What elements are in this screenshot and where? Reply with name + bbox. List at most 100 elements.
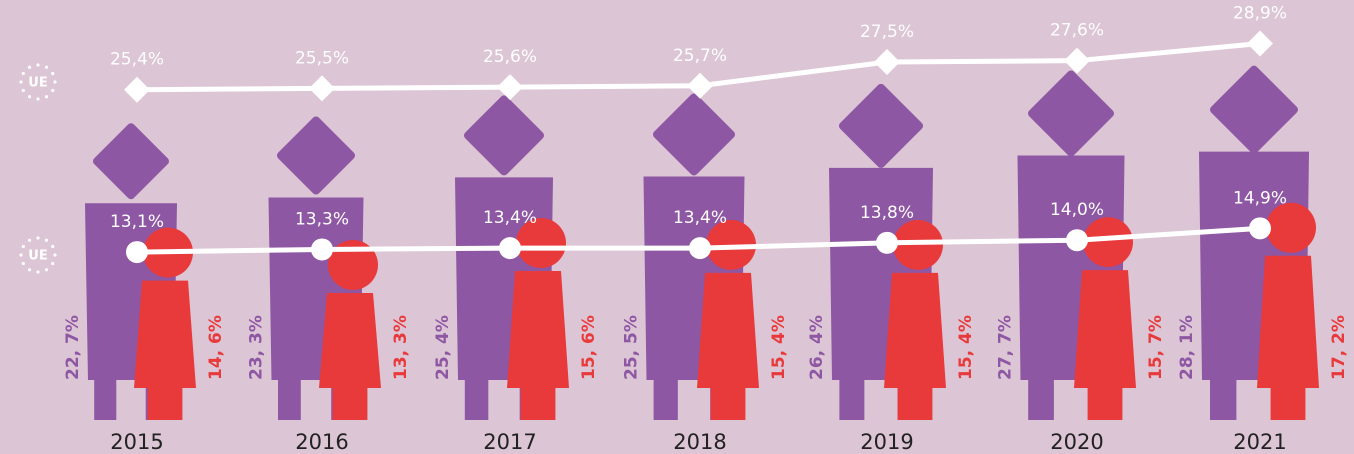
line-value-label: 28,9% xyxy=(1233,4,1287,24)
badge-star xyxy=(51,244,55,249)
figure-head xyxy=(516,218,566,269)
figure-value-label: 14, 6% xyxy=(206,315,226,380)
line-value-label: 27,5% xyxy=(860,22,914,42)
line-value-label: 13,4% xyxy=(673,208,727,228)
line-marker xyxy=(124,76,150,103)
badge-label: UE xyxy=(28,249,47,264)
badge-star xyxy=(19,253,23,257)
figure-value-label: 22, 7% xyxy=(63,315,83,380)
line-marker xyxy=(1064,47,1090,74)
figure-body xyxy=(319,292,381,388)
badge-star xyxy=(21,261,25,266)
badge-star xyxy=(51,261,55,266)
ue-badge: UE xyxy=(19,63,57,101)
line-marker xyxy=(497,74,523,101)
line-value-label: 13,3% xyxy=(295,209,349,229)
figure-red: 15, 7% xyxy=(1074,217,1166,420)
figure-value-label: 23, 3% xyxy=(247,315,267,380)
figure-leg xyxy=(164,380,183,420)
figure-value-label: 28, 1% xyxy=(1177,315,1197,380)
badge-label: UE xyxy=(28,76,47,91)
figure-leg xyxy=(147,380,166,420)
badge-star xyxy=(51,88,55,93)
badge-star xyxy=(44,95,49,99)
badge-star xyxy=(36,236,40,240)
badge-star xyxy=(53,80,57,84)
year-label: 2021 xyxy=(1233,430,1286,454)
figure-leg xyxy=(653,380,678,420)
figure-leg xyxy=(520,380,539,420)
badge-star xyxy=(44,65,49,69)
figure-leg xyxy=(1287,380,1306,420)
figure-head xyxy=(653,93,735,176)
figure-value-label: 26, 4% xyxy=(807,315,827,380)
figure-leg xyxy=(94,380,117,420)
line-marker xyxy=(874,49,900,75)
year-label: 2016 xyxy=(295,430,348,454)
line-value-label: 13,8% xyxy=(860,203,914,223)
figure-red: 15, 6% xyxy=(507,218,599,420)
figure-value-label: 17, 2% xyxy=(1329,315,1349,380)
badge-star xyxy=(27,238,32,242)
figure-leg xyxy=(1104,380,1123,420)
badge-star xyxy=(27,268,32,272)
line-marker xyxy=(499,237,521,260)
badge-star xyxy=(27,95,32,99)
badge-star xyxy=(27,65,32,69)
figure-value-label: 13, 3% xyxy=(391,315,411,380)
figure-head xyxy=(1266,202,1316,253)
badge-star xyxy=(44,268,49,272)
line-marker xyxy=(687,72,713,99)
figure-leg xyxy=(464,380,489,420)
year-label: 2015 xyxy=(110,430,163,454)
figure-red: 13, 3% xyxy=(319,239,411,420)
figure-value-label: 25, 4% xyxy=(433,315,453,380)
figure-body xyxy=(697,272,759,388)
line-marker xyxy=(876,231,898,254)
line-value-label: 25,5% xyxy=(295,48,349,68)
line-marker xyxy=(1249,217,1271,240)
figure-head xyxy=(839,83,923,168)
badge-star xyxy=(21,88,25,93)
line-value-label: 25,7% xyxy=(673,46,727,66)
line-marker xyxy=(309,75,335,102)
figure-head xyxy=(1028,70,1114,157)
figure-leg xyxy=(914,380,933,420)
figure-head xyxy=(277,116,355,195)
figure-red: 15, 4% xyxy=(697,219,789,420)
figure-leg xyxy=(1270,380,1289,420)
figure-leg xyxy=(537,380,556,420)
figure-body xyxy=(134,280,196,388)
figure-value-label: 15, 6% xyxy=(579,315,599,380)
figure-leg xyxy=(1028,380,1054,420)
badge-star xyxy=(21,71,25,76)
line-marker xyxy=(689,237,711,260)
figure-body xyxy=(507,271,569,388)
badge-star xyxy=(19,80,23,84)
figure-leg xyxy=(349,380,368,420)
line-value-label: 13,4% xyxy=(483,208,537,228)
line-value-label: 25,6% xyxy=(483,47,537,67)
figure-leg xyxy=(897,380,916,420)
figure-head xyxy=(1083,217,1133,268)
figure-head xyxy=(1210,65,1298,154)
figure-leg xyxy=(278,380,301,420)
figure-body xyxy=(1257,255,1319,388)
year-label: 2017 xyxy=(483,430,536,454)
year-label: 2018 xyxy=(673,430,726,454)
line-value-label: 25,4% xyxy=(110,50,164,70)
badge-star xyxy=(36,97,40,101)
figure-leg xyxy=(710,380,729,420)
line-marker xyxy=(311,238,333,261)
year-label: 2020 xyxy=(1050,430,1103,454)
badge-star xyxy=(44,238,49,242)
figure-leg xyxy=(332,380,351,420)
figure-leg xyxy=(727,380,746,420)
figure-body xyxy=(884,272,946,388)
figure-leg xyxy=(839,380,865,420)
badge-star xyxy=(36,63,40,67)
figure-value-label: 25, 5% xyxy=(622,315,642,380)
figure-red: 17, 2% xyxy=(1257,202,1349,420)
figure-red: 14, 6% xyxy=(134,227,226,420)
